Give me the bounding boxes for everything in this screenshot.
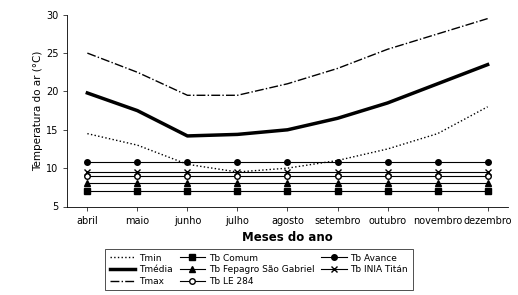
Tb INIA Titán <box>284 170 291 174</box>
Tb Fepagro São Gabriel <box>384 182 391 185</box>
Line: Tmin: Tmin <box>88 107 487 172</box>
Y-axis label: Temperatura do ar (°C): Temperatura do ar (°C) <box>33 50 43 171</box>
Tmax <box>484 17 491 20</box>
Tmax <box>234 94 240 97</box>
Tb Comum <box>484 189 491 193</box>
Line: Tmax: Tmax <box>88 19 487 95</box>
X-axis label: Meses do ano: Meses do ano <box>242 231 333 244</box>
Tb INIA Titán <box>435 170 441 174</box>
Tb Comum <box>435 189 441 193</box>
Tb Fepagro São Gabriel <box>184 182 191 185</box>
Tb Avance <box>384 160 391 164</box>
Line: Tb Avance: Tb Avance <box>84 159 491 165</box>
Tb Avance <box>284 160 291 164</box>
Line: Tb Fepagro São Gabriel: Tb Fepagro São Gabriel <box>84 181 491 186</box>
Tmédia <box>134 109 140 112</box>
Tb Avance <box>234 160 240 164</box>
Tb Fepagro São Gabriel <box>234 182 240 185</box>
Tb LE 284 <box>184 174 191 178</box>
Tmin <box>284 166 291 170</box>
Tb INIA Titán <box>335 170 341 174</box>
Tb Fepagro São Gabriel <box>484 182 491 185</box>
Line: Tmédia: Tmédia <box>88 65 487 136</box>
Tmin <box>184 163 191 166</box>
Tb Avance <box>134 160 140 164</box>
Tmax <box>284 82 291 86</box>
Line: Tb LE 284: Tb LE 284 <box>84 173 491 178</box>
Tb Fepagro São Gabriel <box>435 182 441 185</box>
Tmin <box>484 105 491 109</box>
Tb INIA Titán <box>134 170 140 174</box>
Tmax <box>134 71 140 74</box>
Tmin <box>234 170 240 174</box>
Tb Comum <box>284 189 291 193</box>
Line: Tb INIA Titán: Tb INIA Titán <box>84 169 491 175</box>
Tb INIA Titán <box>234 170 240 174</box>
Tmin <box>134 143 140 147</box>
Tb LE 284 <box>84 174 91 178</box>
Tb LE 284 <box>484 174 491 178</box>
Tmax <box>335 67 341 70</box>
Tb Avance <box>184 160 191 164</box>
Tmin <box>84 132 91 135</box>
Tb LE 284 <box>284 174 291 178</box>
Tmédia <box>335 117 341 120</box>
Tmédia <box>435 82 441 86</box>
Tmin <box>335 159 341 162</box>
Tmin <box>435 132 441 135</box>
Tb Comum <box>335 189 341 193</box>
Tb Comum <box>384 189 391 193</box>
Tb Avance <box>435 160 441 164</box>
Tb Fepagro São Gabriel <box>134 182 140 185</box>
Tmin <box>384 147 391 151</box>
Tb Comum <box>234 189 240 193</box>
Tb LE 284 <box>234 174 240 178</box>
Tmax <box>435 32 441 36</box>
Tmax <box>184 94 191 97</box>
Tb INIA Titán <box>484 170 491 174</box>
Tmédia <box>384 101 391 105</box>
Tb Avance <box>484 160 491 164</box>
Tb Avance <box>84 160 91 164</box>
Tmédia <box>184 134 191 138</box>
Tmax <box>84 51 91 55</box>
Tb Avance <box>335 160 341 164</box>
Tmax <box>384 47 391 51</box>
Tb Comum <box>184 189 191 193</box>
Tmédia <box>284 128 291 132</box>
Tb Comum <box>84 189 91 193</box>
Tb INIA Titán <box>84 170 91 174</box>
Tb INIA Titán <box>384 170 391 174</box>
Line: Tb Comum: Tb Comum <box>84 189 491 194</box>
Tb LE 284 <box>134 174 140 178</box>
Tmédia <box>84 91 91 95</box>
Tb LE 284 <box>435 174 441 178</box>
Tb LE 284 <box>335 174 341 178</box>
Tb Comum <box>134 189 140 193</box>
Tb Fepagro São Gabriel <box>84 182 91 185</box>
Tmédia <box>484 63 491 66</box>
Tb LE 284 <box>384 174 391 178</box>
Tmédia <box>234 133 240 136</box>
Legend: Tmin, Tmédia, Tmax, Tb Comum, Tb Fepagro São Gabriel, Tb LE 284, Tb Avance, Tb I: Tmin, Tmédia, Tmax, Tb Comum, Tb Fepagro… <box>106 249 412 291</box>
Tb INIA Titán <box>184 170 191 174</box>
Tb Fepagro São Gabriel <box>335 182 341 185</box>
Tb Fepagro São Gabriel <box>284 182 291 185</box>
